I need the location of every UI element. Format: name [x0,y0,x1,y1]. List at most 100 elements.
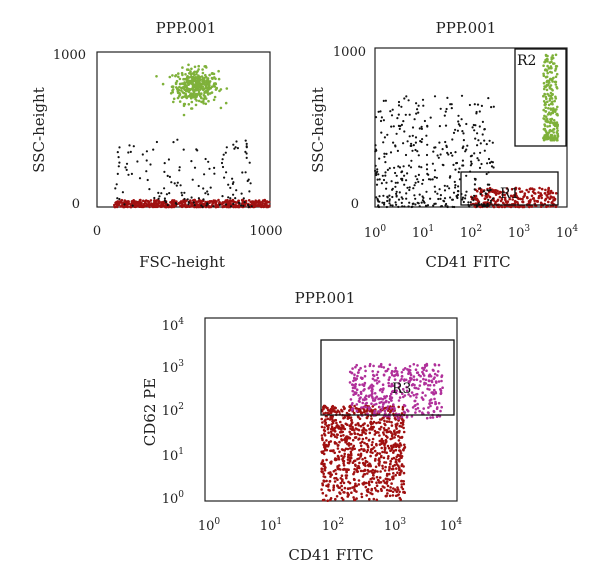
plot-2-point-red [514,192,518,195]
plot-2-point-black [425,168,429,171]
plot-1-point-red [227,201,231,204]
plot-3-point-red [325,479,328,483]
plot-1-point-black [170,181,173,184]
plot-2-point-black [458,167,461,170]
plot-2-point-black [382,194,385,197]
plot-1-point-red [261,205,265,208]
plot-2-point-black [385,205,388,209]
plot-1-point-red [199,200,203,203]
plot-3-x-axis-label: CD41 FITC [288,546,373,564]
plot-1-point-black [145,159,148,162]
plot-1-point-green [202,102,205,105]
plot-3-point-red [371,441,374,444]
plot-1-point-red [212,199,216,202]
plot-3-point-magenta [400,415,404,419]
plot-3-point-red [338,440,341,444]
plot-3-point-magenta [432,369,435,372]
plot-2-point-black [453,180,456,183]
plot-3-point-red [355,407,359,410]
plot-3-point-magenta [425,416,429,420]
plot-3-point-red [355,484,359,488]
plot-2-point-black [376,199,379,202]
plot-3-point-red [332,484,336,488]
plot-3-point-magenta [394,366,398,370]
plot-1-point-red [179,204,182,207]
plot-2-point-black [405,95,408,98]
plot-1-point-green [184,85,187,89]
plot-2-point-black [418,205,421,208]
plot-2-point-black [390,114,394,117]
plot-2-point-red [503,193,507,197]
plot-2-point-black [416,108,419,111]
plot-3-point-red [342,481,346,485]
plot-1-point-green [197,99,201,103]
plot-1-point-red [250,201,254,205]
plot-3-point-red [375,442,378,446]
plot-1-point-green [184,92,188,96]
plot-2-point-green [545,80,549,84]
plot-2-point-black [426,172,429,175]
plot-1-point-black [123,203,126,206]
plot-1-point-black [224,151,227,154]
plot-3-point-red [326,411,330,415]
plot-1-point-green [205,66,208,69]
plot-2-point-black [380,182,383,185]
plot-3-point-magenta [441,386,444,390]
plot-2-point-black [376,178,379,181]
plot-3-point-red [339,434,343,438]
plot-3-point-red [365,450,369,454]
plot-1-point-green [196,78,200,82]
plot-2-point-red [479,205,482,209]
plot-2-point-black [397,104,401,107]
plot-3-point-red [349,452,353,456]
plot-2-point-black [408,113,411,116]
plot-2-point-black [385,181,388,184]
plot-3-point-red [375,498,379,502]
plot-2-point-black [408,201,411,204]
plot-3-point-red [353,498,356,502]
plot-2-point-green [554,80,558,84]
plot-1-point-black [245,152,248,155]
plot-2-point-black [417,104,420,107]
plot-2-point-red [473,205,477,208]
plot-3-point-red [358,461,361,465]
plot-3-point-magenta [403,404,407,408]
plot-3-point-red [336,478,339,482]
plot-2-point-green [548,124,552,128]
plot-3-point-red [364,464,367,468]
plot-3-point-red [399,449,402,453]
plot-2-point-black [446,205,449,208]
plot-3-point-red [367,470,371,473]
plot-3-point-red [379,487,383,491]
plot-2-point-black [429,116,432,119]
plot-1-point-red [196,203,200,207]
plot-1-point-black [179,184,182,187]
plot-1-point-black [136,160,139,163]
plot-1-point-green [190,72,193,75]
plot-3-point-magenta [349,398,353,401]
plot-1-point-red [115,205,119,209]
plot-1-point-black [168,192,171,195]
plot-3-y-tick-0: 100 [162,490,185,507]
plot-2-point-red [505,191,509,195]
plot-3-point-red [388,462,392,466]
plot-3-point-magenta [437,380,441,383]
plot-1-point-red [266,201,269,204]
plot-2-point-black [420,127,423,130]
plot-1-point-red [252,205,256,209]
plot-2-point-green [544,115,548,118]
plot-3-point-magenta [361,401,365,405]
plot-3-point-red [336,467,340,471]
plot-1-point-black [246,179,249,183]
plot-2-point-black [438,141,441,144]
plot-3-point-magenta [435,415,439,419]
plot-3-point-red [342,416,345,420]
plot-3-point-red [394,418,398,421]
plot-1-point-black [166,203,169,207]
plot-2-point-black [405,197,408,200]
plot-3-point-red [369,454,372,458]
plot-2-point-black [454,128,457,131]
plot-3-point-magenta [403,378,406,381]
plot-2-point-red [488,195,492,199]
